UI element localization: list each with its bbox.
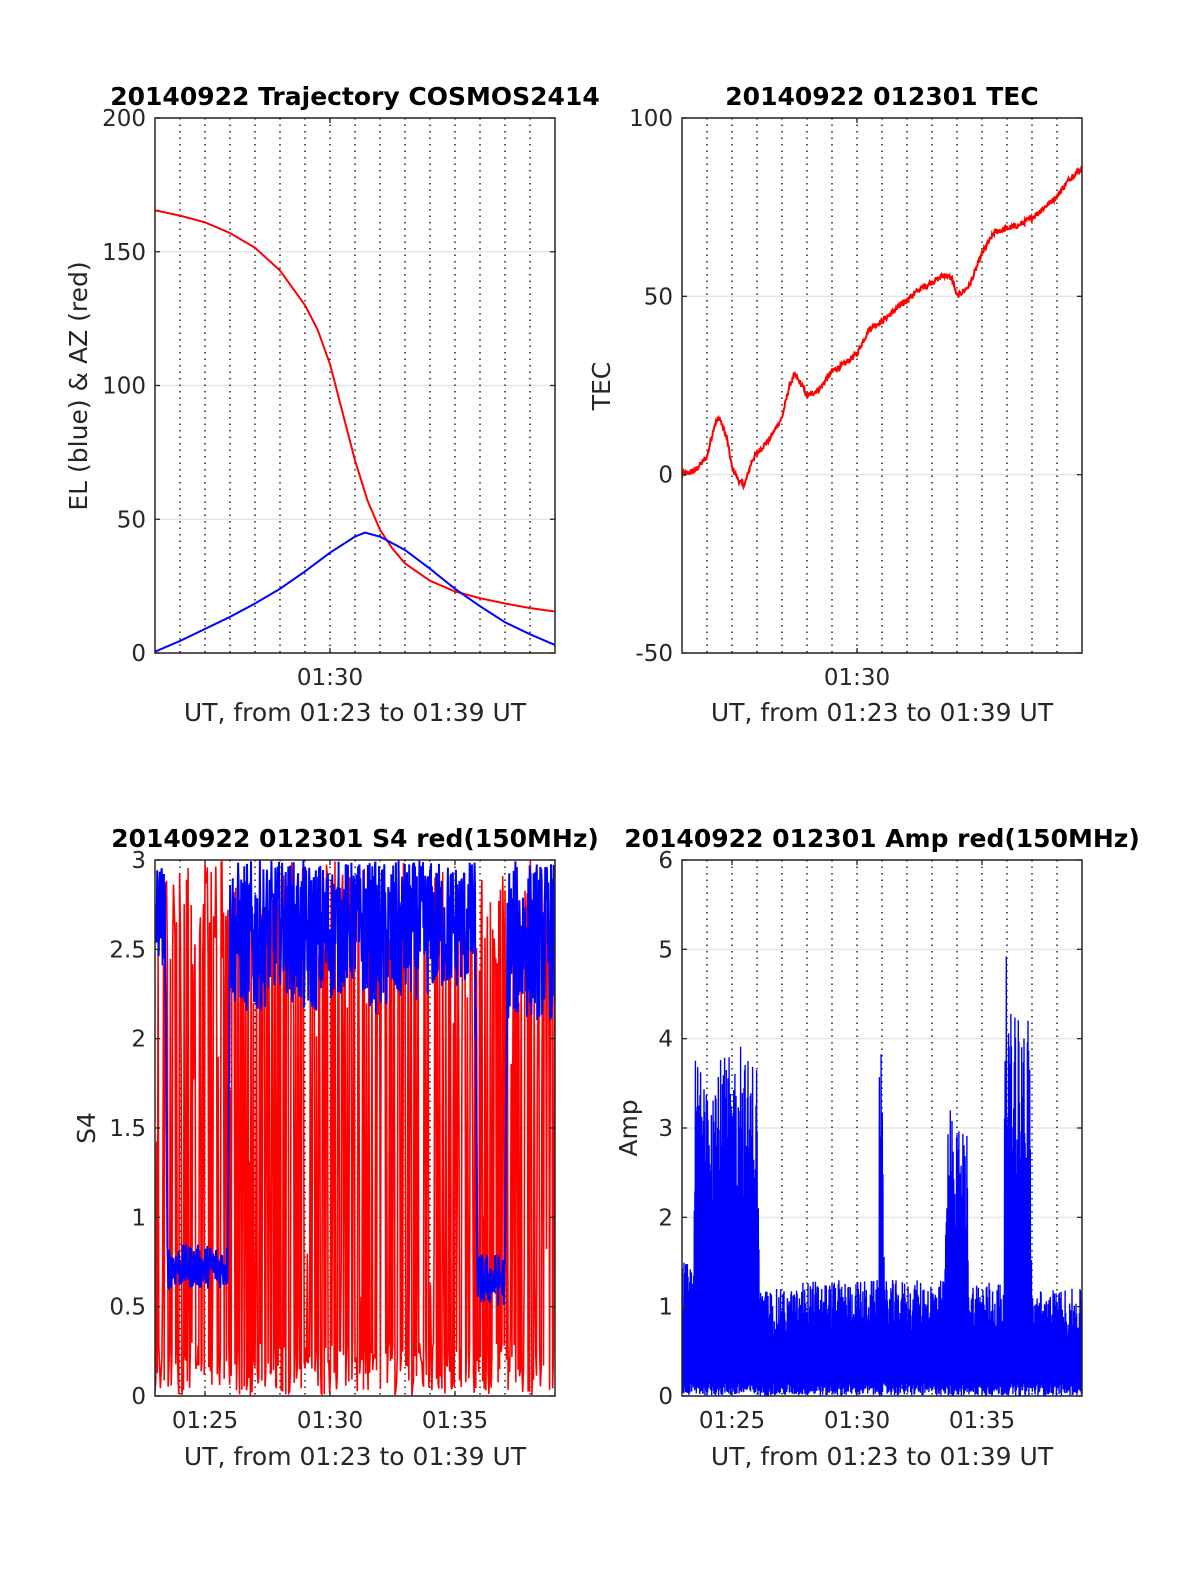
x-axis-label: UT, from 01:23 to 01:39 UT (711, 1442, 1054, 1471)
y-axis-label: EL (blue) & AZ (red) (64, 261, 93, 510)
x-axis-label: UT, from 01:23 to 01:39 UT (184, 1442, 527, 1471)
x-axis-label: UT, from 01:23 to 01:39 UT (184, 698, 527, 727)
plot-area (155, 209, 555, 653)
series-line (682, 956, 1082, 1396)
y-axis-label: TEC (587, 362, 616, 412)
y-tick-label: 3 (658, 1116, 673, 1142)
panel-s4: 20140922 012301 S4 red(150MHz) S4 UT, fr… (72, 824, 599, 1471)
y-tick-label: 0 (131, 1384, 146, 1410)
y-tick-label: 2.5 (109, 937, 146, 963)
series-line (682, 165, 1082, 491)
x-tick-label: 01:30 (824, 1408, 890, 1434)
y-tick-label: 4 (658, 1027, 673, 1053)
chart-title: 20140922 Trajectory COSMOS2414 (110, 82, 600, 111)
plot-area (682, 956, 1082, 1396)
plot-area (155, 860, 555, 1396)
y-tick-label: 100 (102, 374, 146, 400)
axes-box (681, 117, 1083, 654)
y-tick-label: 50 (117, 507, 146, 533)
y-axis-label: Amp (614, 1099, 643, 1156)
x-tick-label: 01:30 (297, 1408, 363, 1434)
x-tick-label: 01:35 (949, 1408, 1015, 1434)
y-tick-label: 50 (644, 284, 673, 310)
y-tick-label: 1.5 (109, 1116, 146, 1142)
x-tick-label: 01:25 (699, 1408, 765, 1434)
y-tick-label: 0 (658, 463, 673, 489)
panel-amp: 20140922 012301 Amp red(150MHz) Amp UT, … (614, 824, 1140, 1471)
y-tick-label: 2 (658, 1205, 673, 1231)
y-tick-label: 0 (658, 1384, 673, 1410)
y-tick-label: 1 (131, 1205, 146, 1231)
y-tick-label: 100 (629, 106, 673, 132)
plot-area (682, 165, 1082, 491)
x-tick-label: 01:30 (824, 665, 890, 691)
panel-tec: 20140922 012301 TEC TEC UT, from 01:23 t… (587, 82, 1083, 727)
y-tick-label: 2 (131, 1027, 146, 1053)
y-tick-label: 6 (658, 848, 673, 874)
y-tick-label: 0 (131, 641, 146, 667)
x-tick-label: 01:35 (422, 1408, 488, 1434)
series-line (155, 860, 555, 1396)
y-tick-label: 150 (102, 240, 146, 266)
chart-title: 20140922 012301 TEC (725, 82, 1038, 111)
y-tick-label: -50 (635, 641, 673, 667)
y-tick-label: 3 (131, 848, 146, 874)
chart-title: 20140922 012301 S4 red(150MHz) (111, 824, 599, 853)
x-tick-label: 01:25 (172, 1408, 238, 1434)
x-axis-label: UT, from 01:23 to 01:39 UT (711, 698, 1054, 727)
y-tick-label: 0.5 (109, 1295, 146, 1321)
panel-trajectory: 20140922 Trajectory COSMOS2414 EL (blue)… (64, 82, 600, 727)
series-line (155, 531, 555, 653)
y-tick-label: 5 (658, 937, 673, 963)
chart-title: 20140922 012301 Amp red(150MHz) (624, 824, 1140, 853)
series-line (155, 860, 555, 1306)
y-tick-label: 200 (102, 106, 146, 132)
y-axis-label: S4 (72, 1112, 101, 1144)
x-tick-label: 01:30 (297, 665, 363, 691)
y-tick-label: 1 (658, 1295, 673, 1321)
series-line (155, 209, 555, 613)
